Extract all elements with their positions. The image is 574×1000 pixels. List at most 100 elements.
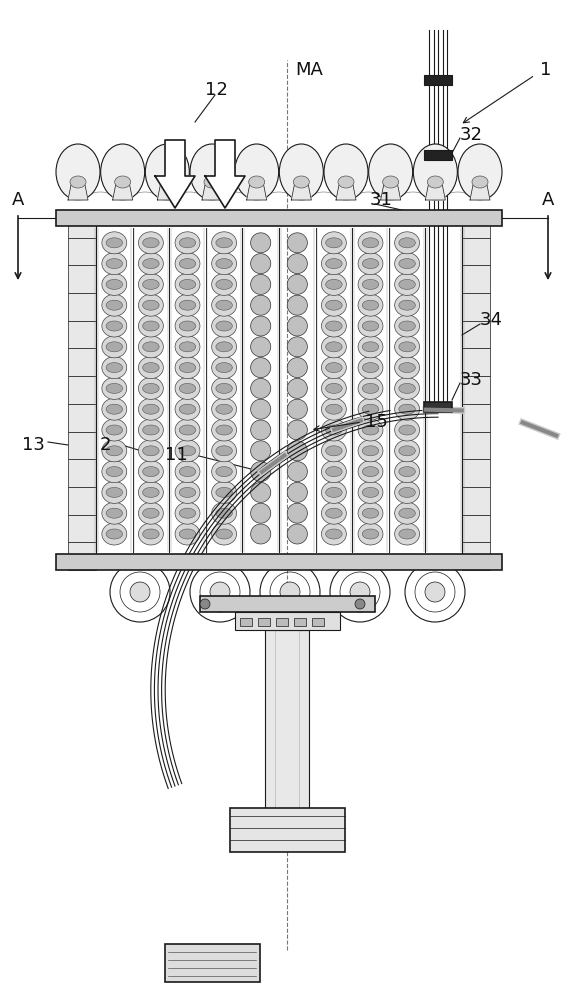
Ellipse shape	[190, 144, 234, 200]
Ellipse shape	[143, 363, 159, 373]
Ellipse shape	[102, 502, 127, 524]
Ellipse shape	[106, 363, 122, 373]
Ellipse shape	[143, 300, 159, 310]
Ellipse shape	[179, 238, 196, 248]
Ellipse shape	[399, 508, 416, 518]
Ellipse shape	[212, 232, 236, 254]
Bar	[68, 348, 96, 376]
Ellipse shape	[143, 508, 159, 518]
Ellipse shape	[325, 425, 342, 435]
Ellipse shape	[216, 279, 232, 289]
Ellipse shape	[321, 377, 346, 399]
Ellipse shape	[251, 378, 271, 398]
Ellipse shape	[287, 358, 307, 378]
Ellipse shape	[212, 481, 236, 503]
Ellipse shape	[325, 467, 342, 477]
Ellipse shape	[399, 279, 416, 289]
Ellipse shape	[399, 383, 416, 393]
Ellipse shape	[138, 523, 164, 545]
Ellipse shape	[106, 404, 122, 414]
Ellipse shape	[321, 232, 346, 254]
Ellipse shape	[138, 461, 164, 483]
Ellipse shape	[251, 420, 271, 440]
Ellipse shape	[251, 337, 271, 357]
Ellipse shape	[130, 582, 150, 602]
Ellipse shape	[287, 316, 307, 336]
Ellipse shape	[399, 404, 416, 414]
Ellipse shape	[362, 321, 379, 331]
Ellipse shape	[216, 363, 232, 373]
Bar	[276, 618, 288, 626]
Bar	[462, 293, 490, 321]
Ellipse shape	[175, 273, 200, 295]
Polygon shape	[336, 185, 356, 200]
Text: 1: 1	[540, 61, 552, 79]
Bar	[462, 459, 490, 487]
Bar	[68, 376, 96, 404]
Bar	[240, 618, 252, 626]
Ellipse shape	[200, 599, 210, 609]
Bar	[235, 612, 340, 630]
Ellipse shape	[399, 446, 416, 456]
Ellipse shape	[321, 461, 346, 483]
Ellipse shape	[399, 342, 416, 352]
Ellipse shape	[358, 232, 383, 254]
Ellipse shape	[143, 259, 159, 269]
Ellipse shape	[138, 273, 164, 295]
Ellipse shape	[216, 508, 232, 518]
Bar	[265, 630, 309, 825]
Ellipse shape	[425, 582, 445, 602]
Bar	[462, 404, 490, 432]
Ellipse shape	[395, 315, 420, 337]
Ellipse shape	[287, 503, 307, 523]
Bar	[424, 75, 452, 85]
Ellipse shape	[216, 383, 232, 393]
Ellipse shape	[160, 176, 175, 188]
Ellipse shape	[216, 404, 232, 414]
Ellipse shape	[106, 529, 122, 539]
Ellipse shape	[212, 377, 236, 399]
Bar	[68, 459, 96, 487]
Ellipse shape	[102, 398, 127, 420]
Ellipse shape	[358, 253, 383, 275]
Ellipse shape	[143, 238, 159, 248]
Ellipse shape	[395, 502, 420, 524]
Ellipse shape	[325, 487, 342, 497]
Ellipse shape	[362, 529, 379, 539]
Text: 33: 33	[460, 371, 483, 389]
Ellipse shape	[106, 508, 122, 518]
Ellipse shape	[362, 238, 379, 248]
Ellipse shape	[251, 358, 271, 378]
Ellipse shape	[395, 357, 420, 379]
Ellipse shape	[358, 315, 383, 337]
Bar	[68, 293, 96, 321]
Text: MA: MA	[295, 61, 323, 79]
Ellipse shape	[325, 363, 342, 373]
Bar	[56, 554, 502, 570]
Ellipse shape	[179, 487, 196, 497]
Ellipse shape	[287, 399, 307, 419]
Ellipse shape	[287, 337, 307, 357]
Ellipse shape	[102, 357, 127, 379]
Ellipse shape	[179, 321, 196, 331]
Ellipse shape	[106, 321, 122, 331]
Ellipse shape	[179, 529, 196, 539]
Ellipse shape	[413, 144, 457, 200]
Text: 31: 31	[370, 191, 393, 209]
Bar	[312, 618, 324, 626]
Ellipse shape	[350, 582, 370, 602]
Ellipse shape	[395, 481, 420, 503]
Ellipse shape	[143, 321, 159, 331]
Ellipse shape	[175, 232, 200, 254]
Ellipse shape	[280, 144, 323, 200]
Ellipse shape	[175, 336, 200, 358]
Ellipse shape	[325, 508, 342, 518]
Bar	[68, 542, 96, 570]
Text: 32: 32	[460, 126, 483, 144]
Ellipse shape	[399, 467, 416, 477]
Ellipse shape	[399, 321, 416, 331]
Ellipse shape	[358, 440, 383, 462]
Ellipse shape	[251, 524, 271, 544]
Ellipse shape	[287, 233, 307, 253]
Polygon shape	[205, 140, 245, 208]
